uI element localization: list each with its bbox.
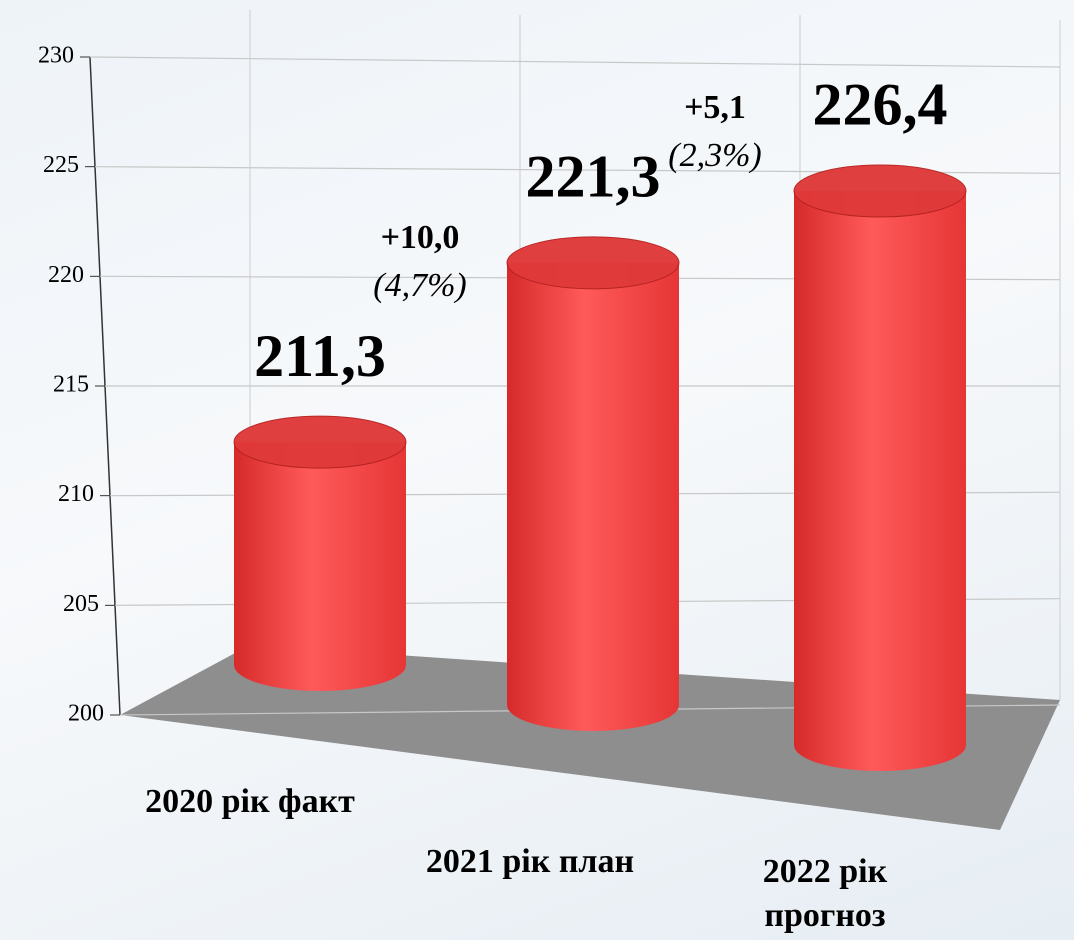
cylinder-body	[234, 442, 406, 691]
cylinder-top-shade	[794, 164, 966, 217]
annotation-percent: (2,3%)	[668, 137, 761, 174]
y-tick-label: 220	[48, 262, 84, 288]
x-tick-label: 2022 рік прогноз	[762, 853, 888, 934]
x-tick-label: 2020 рік факт	[145, 783, 355, 820]
y-tick-label: 230	[38, 43, 74, 69]
value-label: 221,3	[526, 144, 661, 210]
value-label: 211,3	[254, 323, 386, 389]
x-tick-label: 2021 рік план	[425, 843, 635, 880]
annotation-change: +5,1	[684, 89, 746, 126]
y-tick-label: 205	[63, 591, 99, 617]
cylinder-body	[794, 190, 966, 771]
annotation-percent: (4,7%)	[373, 267, 466, 304]
cylinder-top	[233, 415, 407, 469]
cylinder-body	[507, 262, 679, 731]
y-tick-label: 210	[58, 481, 94, 507]
y-tick-label: 200	[68, 701, 104, 727]
y-tick-label: 215	[53, 372, 89, 398]
annotation-change: +10,0	[381, 219, 460, 256]
grid-line	[89, 56, 1061, 68]
cylinder-top-shade	[234, 416, 406, 469]
value-label: 226,4	[813, 72, 948, 138]
y-tick-label: 225	[43, 152, 79, 178]
cylinder-top	[793, 164, 967, 218]
cylinder-top-shade	[507, 236, 679, 289]
cylinder-top	[506, 236, 680, 290]
